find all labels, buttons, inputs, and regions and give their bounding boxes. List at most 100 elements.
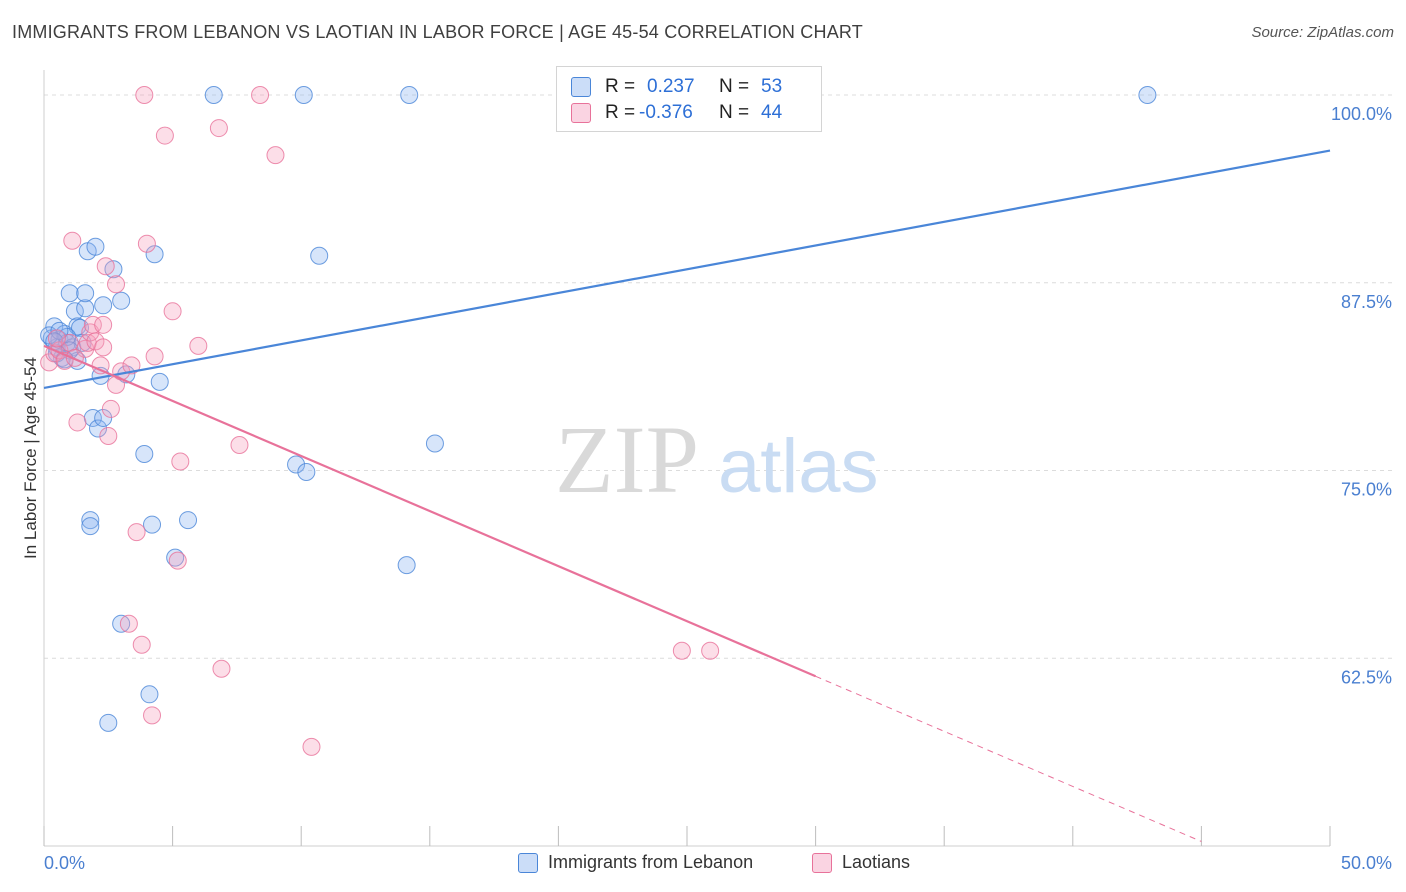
data-point-laotians (672, 641, 691, 660)
watermark-zip: ZIP (555, 406, 699, 513)
y-tick-label: 75.0% (1341, 480, 1392, 500)
trendline-lebanon (43, 149, 1331, 389)
watermark-atlas: atlas (718, 424, 879, 509)
bottom-legend-swatch-lebanon (518, 852, 538, 873)
data-point-laotians (40, 353, 59, 372)
legend-swatch-lebanon (571, 77, 591, 97)
chart-title: IMMIGRANTS FROM LEBANON VS LAOTIAN IN LA… (12, 22, 863, 42)
gridlines (44, 94, 1392, 659)
data-point-lebanon (425, 434, 444, 453)
legend-row-laotians: R = -0.376 N = 44 (571, 101, 782, 125)
trendlines (43, 149, 1331, 842)
data-point-lebanon (94, 296, 113, 315)
legend-n-label: N = (719, 76, 750, 97)
data-point-lebanon (50, 321, 69, 340)
data-point-laotians (189, 336, 208, 355)
legend-r-label: R = (605, 102, 636, 123)
data-point-lebanon (135, 444, 154, 463)
data-point-laotians (135, 86, 154, 105)
trendline-laotians (43, 344, 817, 678)
data-point-laotians (47, 329, 66, 348)
data-point-lebanon (140, 685, 159, 704)
x-tick-label-min: 0.0% (44, 853, 85, 873)
data-point-lebanon (60, 284, 79, 303)
x-tick-label-max: 50.0% (1341, 853, 1392, 873)
data-point-lebanon (397, 556, 416, 575)
bottom-legend-laotians: Laotians (812, 852, 910, 873)
data-point-lebanon (297, 463, 316, 482)
trendline-extension-laotians (815, 675, 1202, 842)
legend-n-value: 44 (761, 102, 783, 123)
data-point-lebanon (76, 284, 95, 303)
data-point-lebanon (1138, 86, 1157, 105)
data-point-lebanon (166, 548, 185, 567)
data-point-laotians (168, 551, 187, 570)
data-point-laotians (155, 126, 174, 145)
legend-r-value: 0.237 (647, 76, 695, 97)
legend-r-label: R = (605, 76, 636, 97)
source-credit: Source: ZipAtlas.com (1251, 24, 1394, 41)
y-tick-labels: 62.5% 75.0% 87.5% 100.0% (1331, 104, 1392, 687)
y-tick-label: 100.0% (1331, 104, 1392, 124)
data-point-laotians (94, 338, 113, 357)
data-point-laotians (302, 737, 321, 756)
y-tick-label: 87.5% (1341, 292, 1392, 312)
data-point-laotians (63, 231, 82, 250)
data-point-lebanon (112, 614, 131, 633)
data-point-lebanon (94, 408, 113, 427)
data-point-laotians (96, 257, 115, 276)
x-ticks (43, 826, 1331, 846)
data-point-lebanon (112, 291, 131, 310)
data-point-laotians (91, 356, 110, 375)
y-axis-label: In Labor Force | Age 45-54 (21, 357, 40, 559)
series-points (40, 86, 1157, 756)
legend-n-label: N = (719, 102, 750, 123)
bottom-legend-lebanon: Immigrants from Lebanon (518, 852, 753, 873)
data-point-laotians (127, 523, 146, 542)
data-point-lebanon (86, 237, 105, 256)
stats-legend: R = 0.237 N = 53 R = -0.376 N = 44 (556, 66, 822, 132)
data-point-laotians (99, 426, 118, 445)
data-point-laotians (701, 641, 720, 660)
data-point-lebanon (400, 86, 419, 105)
data-point-laotians (145, 347, 164, 366)
data-point-lebanon (179, 511, 198, 530)
data-point-laotians (122, 356, 141, 375)
data-point-lebanon (76, 299, 95, 318)
bottom-legend-swatch-laotians (812, 852, 832, 873)
data-point-laotians (251, 86, 270, 105)
data-point-lebanon (287, 455, 306, 474)
data-point-lebanon (150, 372, 169, 391)
data-point-laotians (132, 635, 151, 654)
data-point-laotians (68, 413, 87, 432)
data-point-laotians (137, 234, 156, 253)
data-point-lebanon (145, 245, 164, 264)
legend-row-lebanon: R = 0.237 N = 53 (571, 75, 782, 99)
data-point-laotians (212, 659, 231, 678)
legend-swatch-laotians (571, 103, 591, 123)
data-point-laotians (143, 706, 162, 725)
data-point-laotians (65, 348, 84, 367)
data-point-lebanon (89, 419, 108, 438)
data-point-lebanon (204, 86, 223, 105)
data-point-laotians (163, 302, 182, 321)
data-point-laotians (209, 119, 228, 138)
data-point-laotians (266, 146, 285, 165)
data-point-lebanon (294, 86, 313, 105)
data-point-laotians (101, 399, 120, 418)
y-tick-label: 62.5% (1341, 667, 1392, 687)
data-point-lebanon (99, 713, 118, 732)
data-point-laotians (119, 614, 138, 633)
data-point-laotians (171, 452, 190, 471)
data-point-lebanon (143, 515, 162, 534)
data-point-laotians (94, 315, 113, 334)
bottom-legend-label-lebanon: Immigrants from Lebanon (548, 852, 754, 872)
data-point-lebanon (81, 511, 100, 530)
legend-n-value: 53 (761, 76, 783, 97)
data-point-lebanon (310, 246, 329, 265)
data-point-lebanon (81, 517, 100, 536)
data-point-lebanon (65, 302, 84, 321)
legend-r-value: -0.376 (639, 102, 693, 123)
bottom-legend-label-laotians: Laotians (842, 852, 911, 872)
